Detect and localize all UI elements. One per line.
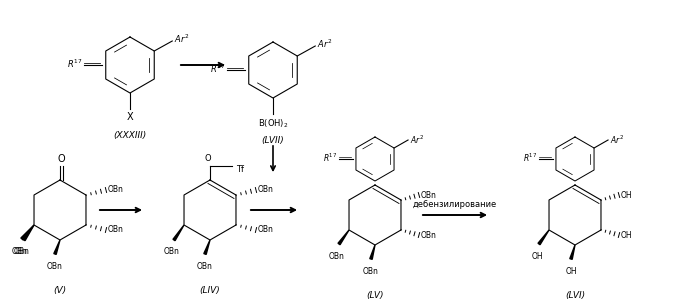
Text: $R^{17}$: $R^{17}$: [209, 63, 225, 75]
Polygon shape: [204, 240, 210, 254]
Text: $Ar^2$: $Ar^2$: [174, 33, 190, 45]
Text: O: O: [204, 154, 211, 163]
Polygon shape: [538, 230, 549, 245]
Text: OBn: OBn: [108, 185, 124, 195]
Text: $Ar^2$: $Ar^2$: [610, 134, 624, 146]
Text: $R^{17}$: $R^{17}$: [523, 152, 537, 164]
Text: OBn: OBn: [164, 247, 180, 256]
Text: OBn: OBn: [421, 230, 437, 240]
Text: OBn: OBn: [14, 247, 30, 256]
Text: OBn: OBn: [108, 226, 124, 234]
Polygon shape: [338, 230, 349, 245]
Text: Tf: Tf: [236, 164, 244, 174]
Text: OBn: OBn: [363, 267, 379, 276]
Text: O: O: [57, 154, 65, 164]
Text: OBn: OBn: [47, 262, 63, 271]
Text: $Ar^2$: $Ar^2$: [317, 38, 332, 50]
Text: OH: OH: [621, 191, 633, 199]
Text: (LV): (LV): [366, 291, 384, 300]
Polygon shape: [21, 225, 34, 240]
Polygon shape: [570, 245, 575, 259]
Text: OBn: OBn: [197, 262, 213, 271]
Text: OBn: OBn: [258, 226, 274, 234]
Text: X: X: [127, 112, 133, 122]
Text: (XXXIII): (XXXIII): [113, 131, 146, 140]
Text: дебензилирование: дебензилирование: [413, 200, 497, 209]
Text: $Ar^2$: $Ar^2$: [410, 134, 424, 146]
Text: $R^{17}$: $R^{17}$: [323, 152, 337, 164]
Polygon shape: [173, 225, 184, 241]
Text: OBn: OBn: [421, 191, 437, 199]
Text: $R^{17}$: $R^{17}$: [66, 58, 82, 70]
Text: (LIV): (LIV): [199, 286, 220, 295]
Polygon shape: [54, 240, 60, 254]
Text: OBn: OBn: [329, 252, 345, 261]
Polygon shape: [23, 225, 34, 241]
Text: OBn: OBn: [258, 185, 274, 195]
Text: (V): (V): [53, 286, 66, 295]
Text: (LVII): (LVII): [262, 136, 284, 145]
Polygon shape: [370, 245, 375, 259]
Text: OBn: OBn: [12, 247, 28, 256]
Text: OH: OH: [531, 252, 542, 261]
Text: (LVI): (LVI): [565, 291, 585, 300]
Text: B(OH)$_2$: B(OH)$_2$: [258, 117, 288, 130]
Text: OH: OH: [621, 230, 633, 240]
Text: OH: OH: [565, 267, 577, 276]
